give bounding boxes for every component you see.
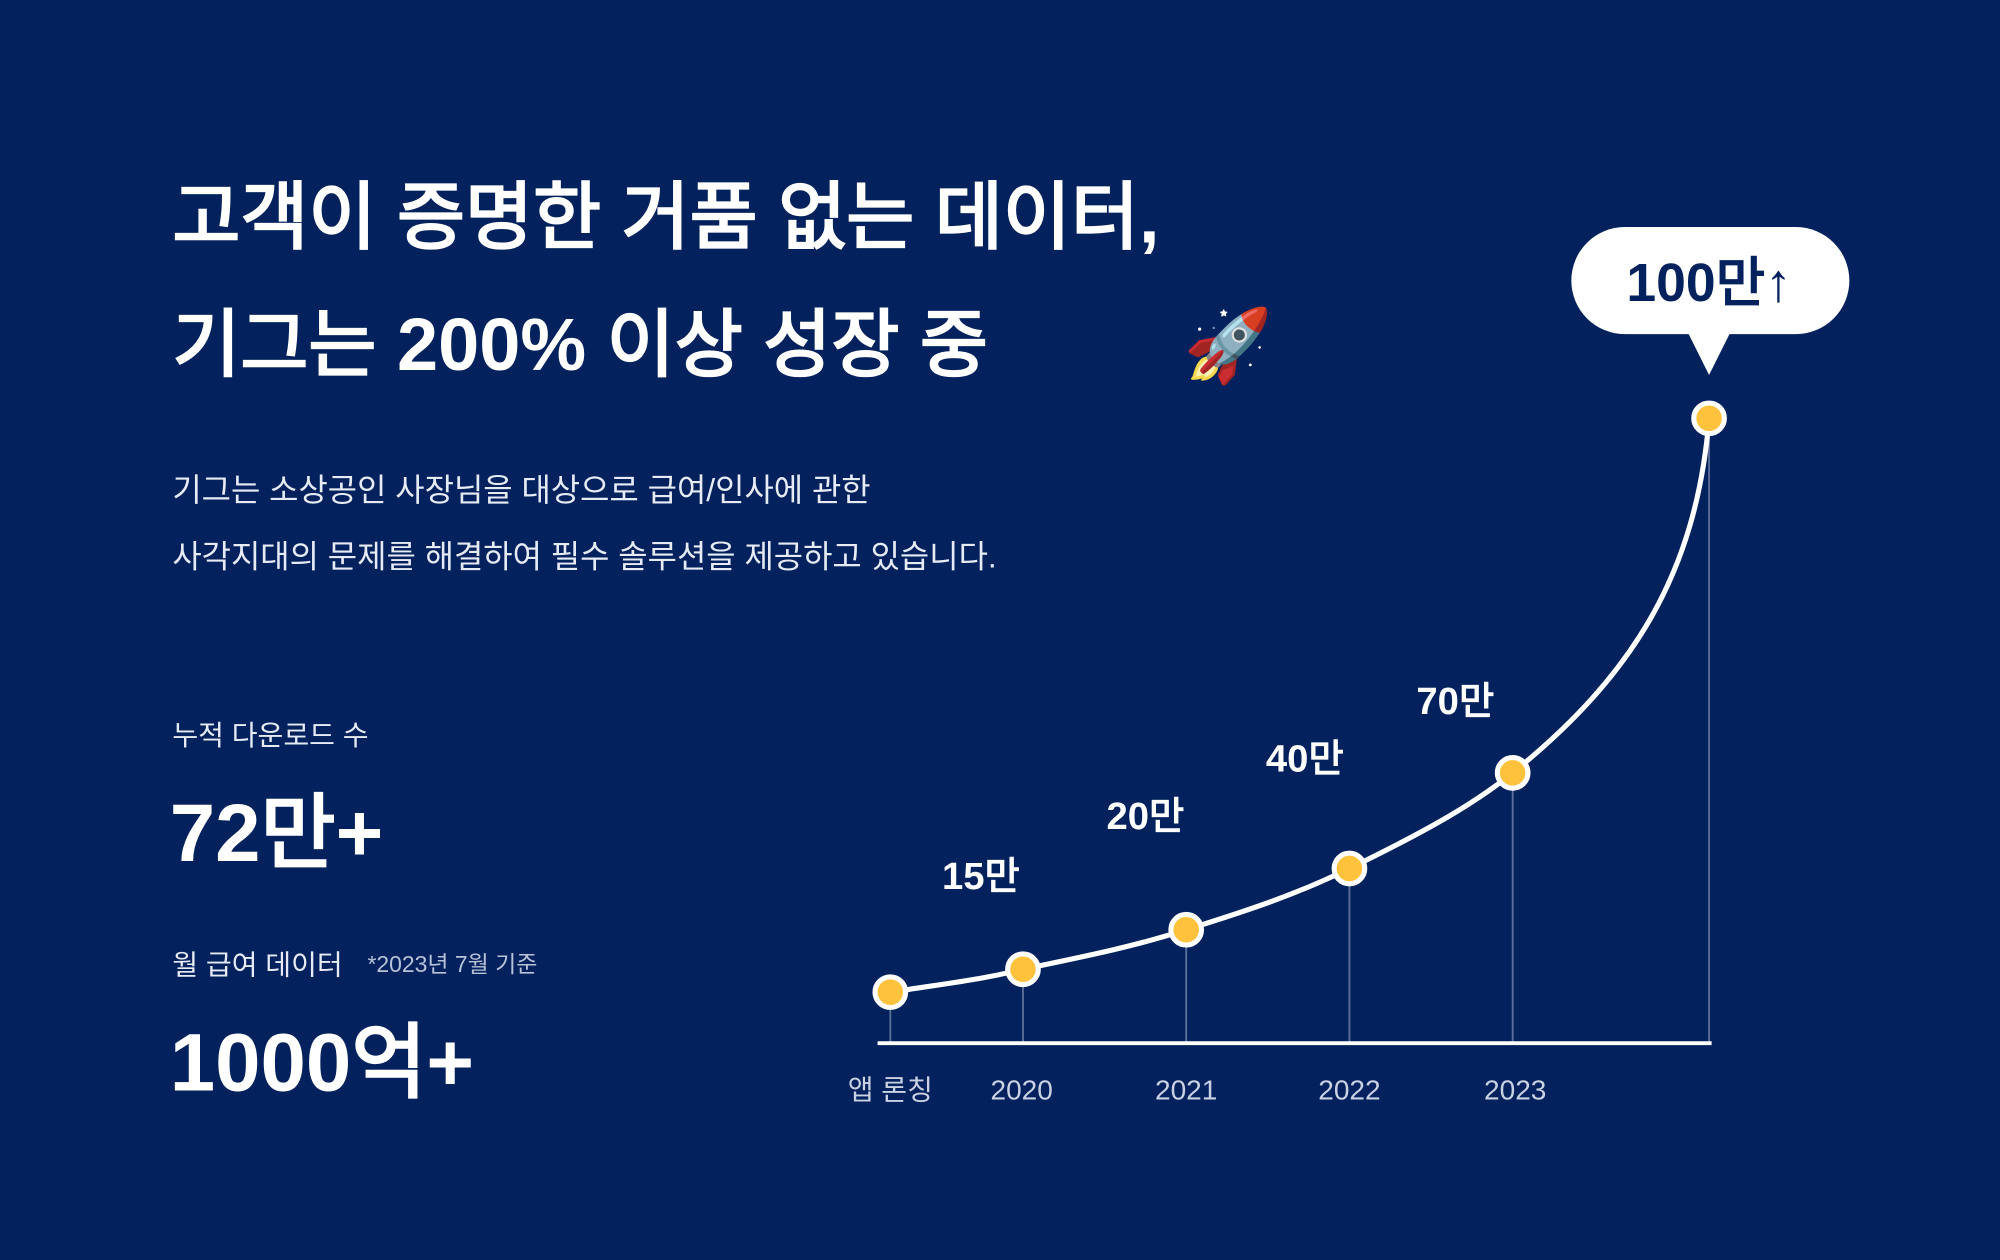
point [1691, 400, 1727, 437]
point [872, 974, 909, 1011]
x-label: 2023 [1484, 1074, 1546, 1105]
callout-pointer [1686, 329, 1733, 375]
point [1168, 911, 1205, 948]
x-label: 2022 [1318, 1074, 1380, 1105]
growth-chart: 15만 20만 40만 70만 100만↑ 앱 론칭 2020 2021 202… [848, 227, 1850, 1105]
emoji: 🚀 [1184, 305, 1273, 386]
headline: 기그는 200% 이상 성장 중 [172, 303, 988, 386]
point-label: 20만 [1107, 795, 1185, 838]
point [1005, 951, 1041, 988]
point [1331, 850, 1368, 887]
point-label: 15만 [942, 855, 1020, 898]
callout-text: 100만↑ [1626, 254, 1791, 313]
callout-bubble [1571, 227, 1850, 335]
stat-value: 72만+ [170, 788, 384, 879]
x-label: 2020 [990, 1074, 1052, 1105]
stat-note: *2023년 7월 기준 [367, 951, 537, 977]
callout: 100만↑ [1571, 227, 1850, 375]
point-label: 70만 [1416, 680, 1494, 723]
stat-label: 월 급여 데이터 [172, 949, 342, 980]
description: 사각지대의 문제를 해결하여 필수 솔루션을 제공하고 있습니다. [172, 539, 996, 575]
x-label: 2021 [1155, 1074, 1217, 1105]
x-label: 앱 론칭 [848, 1074, 933, 1105]
headline: 고객이 증명한 거품 없는 데이터, [172, 175, 1159, 258]
stat-label: 누적 다운로드 수 [172, 720, 368, 751]
stat-value: 1000억+ [170, 1017, 474, 1108]
point [1494, 754, 1531, 791]
description: 기그는 소상공인 사장님을 대상으로 급여/인사에 관한 [172, 472, 870, 508]
point-label: 40만 [1266, 738, 1344, 781]
